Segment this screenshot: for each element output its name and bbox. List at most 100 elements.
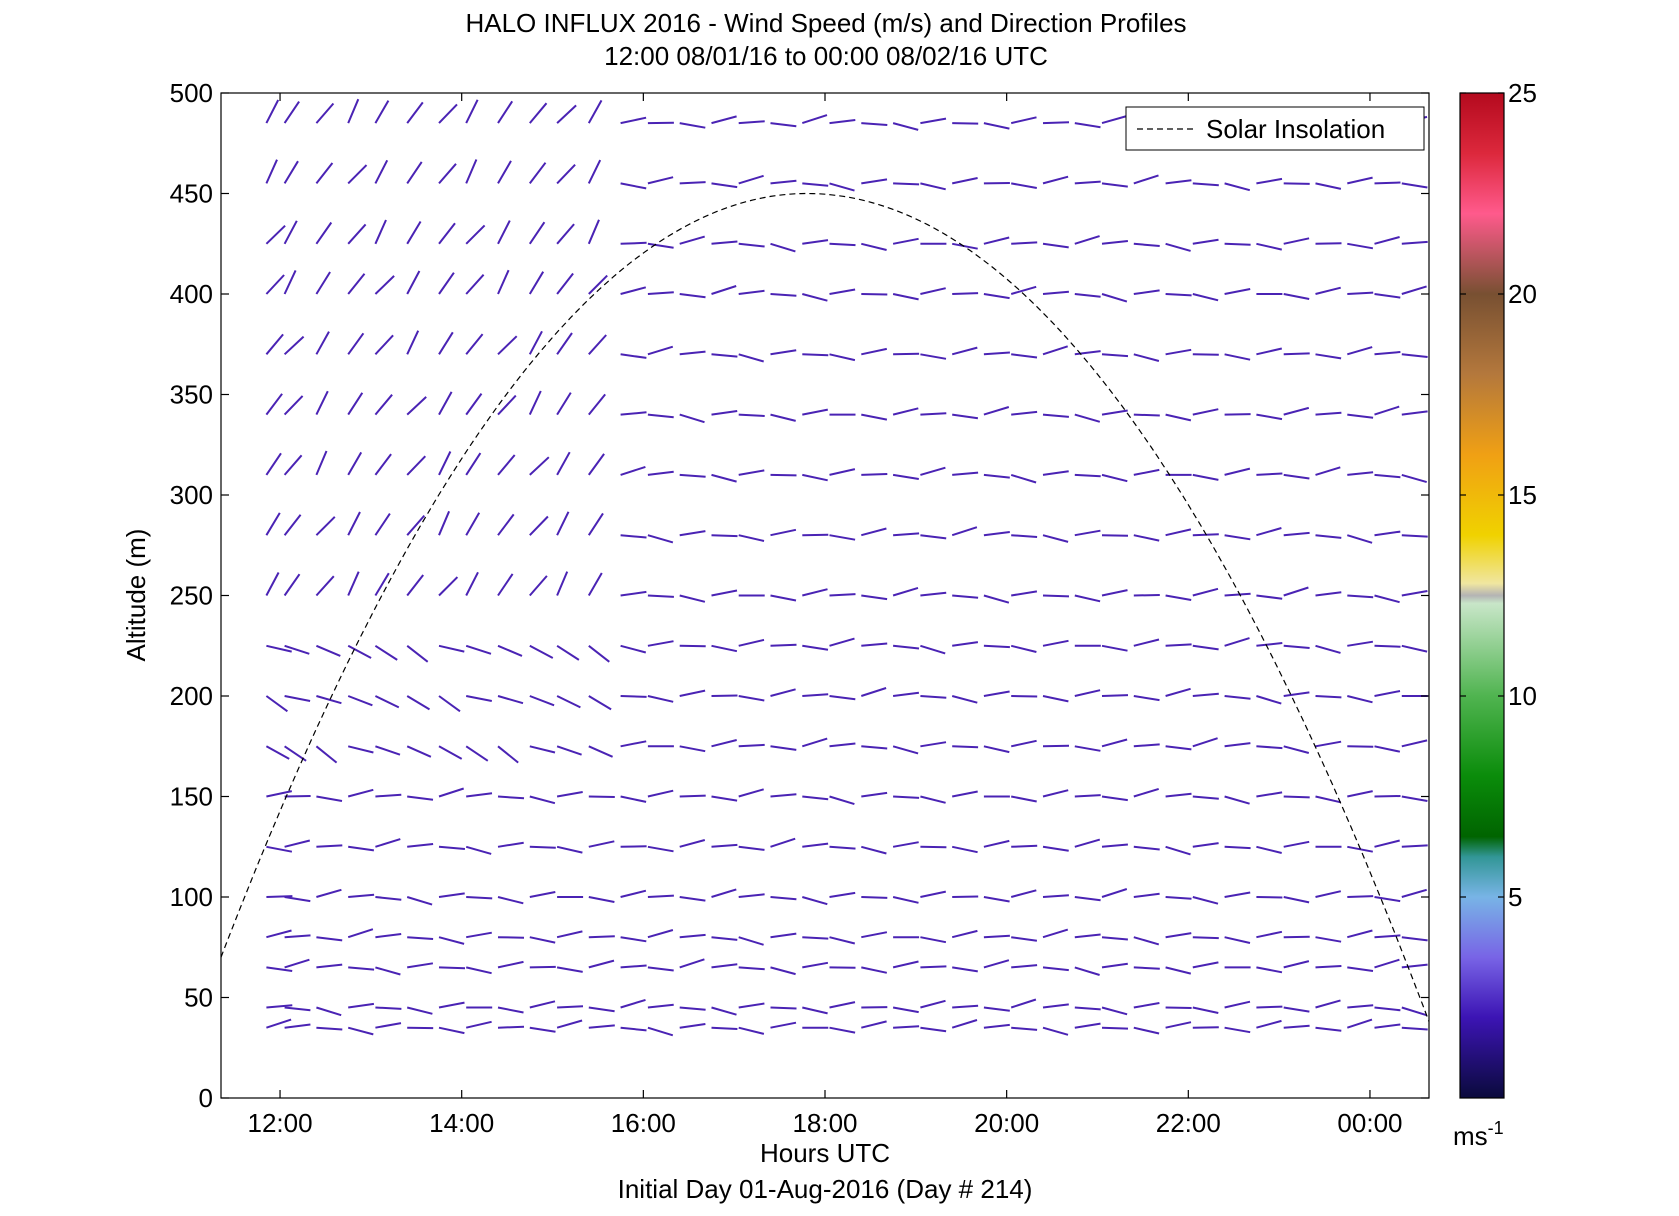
wind-barb (347, 511, 361, 536)
wind-barb (1133, 289, 1160, 295)
wind-barb (265, 512, 281, 536)
wind-barb (711, 589, 738, 597)
wind-barb (1133, 743, 1160, 748)
wind-barb (983, 1006, 1010, 1012)
wind-barb (829, 891, 856, 898)
wind-barb (1101, 182, 1128, 188)
wind-barb (679, 745, 706, 753)
wind-barb (1374, 181, 1401, 185)
wind-barb (266, 929, 292, 939)
wind-barb (1011, 1026, 1038, 1031)
wind-barb (770, 594, 797, 602)
wind-barb (802, 693, 829, 697)
wind-barb (1101, 240, 1129, 245)
wind-barb (587, 99, 603, 124)
wind-barb (347, 273, 366, 295)
wind-barb (647, 789, 674, 798)
wind-barb (983, 690, 1010, 697)
wind-barb (465, 512, 481, 536)
wind-barb (497, 269, 510, 295)
wind-barb (801, 114, 828, 125)
wind-barb (829, 845, 856, 850)
wind-barb (920, 534, 947, 540)
wind-barb (465, 745, 489, 762)
wind-barb (1315, 999, 1341, 1009)
wind-barb (711, 694, 738, 697)
wind-barb (265, 452, 282, 476)
wind-barb (497, 1025, 525, 1029)
wind-barb (1256, 594, 1283, 600)
wind-barb (802, 795, 829, 801)
wind-barb (620, 286, 647, 295)
wind-barb (1224, 534, 1251, 541)
y-axis-label: Altitude (m) (121, 529, 151, 662)
wind-barb (620, 740, 647, 748)
wind-barb (1374, 594, 1400, 604)
wind-barb (620, 590, 647, 597)
wind-barb (952, 242, 978, 250)
wind-barb (1315, 695, 1342, 699)
wind-barb (374, 334, 394, 355)
wind-barb (1074, 473, 1101, 478)
wind-barb (1347, 966, 1374, 972)
wind-barb (497, 1006, 524, 1014)
wind-barb (1042, 639, 1069, 647)
wind-barb (679, 350, 706, 356)
wind-barb (983, 594, 1010, 604)
x-tick-label: 12:00 (247, 1108, 312, 1138)
wind-barb (951, 845, 978, 854)
wind-barb (647, 345, 674, 356)
wind-barb (1042, 1003, 1069, 1009)
wind-barb (893, 795, 920, 799)
wind-barb (588, 840, 615, 848)
legend-label-solar-insolation: Solar Insolation (1206, 114, 1385, 144)
wind-barb (407, 936, 434, 940)
wind-barb (465, 845, 492, 855)
wind-barb (983, 745, 1010, 754)
wind-barb (1165, 528, 1192, 537)
wind-barb (497, 644, 523, 657)
wind-barb (1133, 594, 1160, 597)
wind-barb (1042, 789, 1069, 798)
wind-barb (438, 787, 465, 798)
wind-barb (1165, 896, 1192, 900)
wind-barb (1133, 242, 1160, 247)
wind-barb (920, 287, 946, 295)
y-axis-ticks: 0 50 100 150 200 250 300 350 400 450 500 (170, 78, 1429, 1113)
wind-barb (1165, 1006, 1192, 1009)
wind-barb (1315, 740, 1342, 748)
wind-barb (679, 689, 706, 697)
wind-barb (347, 644, 372, 659)
wind-barb (1256, 527, 1282, 537)
wind-barb (497, 841, 524, 848)
wind-barb (861, 1020, 887, 1029)
wind-barb (528, 390, 542, 416)
wind-barb (316, 1026, 343, 1031)
wind-barb (679, 122, 706, 129)
colorbar-tick-label: 10 (1508, 681, 1537, 711)
wind-barb (438, 222, 456, 245)
wind-barb (1074, 1006, 1101, 1011)
wind-barb (1224, 795, 1250, 805)
wind-barb (952, 745, 979, 749)
wind-barbs (265, 98, 1428, 1037)
wind-barb (951, 1019, 978, 1029)
wind-barb (892, 407, 919, 416)
wind-barb (983, 934, 1010, 939)
wind-barb (711, 936, 738, 941)
wind-barb (438, 510, 451, 536)
wind-barb (802, 936, 829, 940)
wind-barb (829, 637, 855, 647)
wind-barb (528, 271, 545, 295)
wind-barb (711, 1026, 738, 1030)
legend: Solar Insolation (1125, 106, 1425, 151)
wind-barb (920, 965, 947, 969)
wind-barb (1133, 1002, 1160, 1009)
wind-barb (1283, 840, 1310, 848)
wind-barb (1192, 587, 1219, 597)
y-tick-label: 0 (199, 1083, 213, 1113)
wind-barb (861, 122, 888, 126)
y-tick-label: 300 (170, 480, 213, 510)
wind-barb (1374, 958, 1400, 969)
wind-barb (374, 219, 387, 245)
